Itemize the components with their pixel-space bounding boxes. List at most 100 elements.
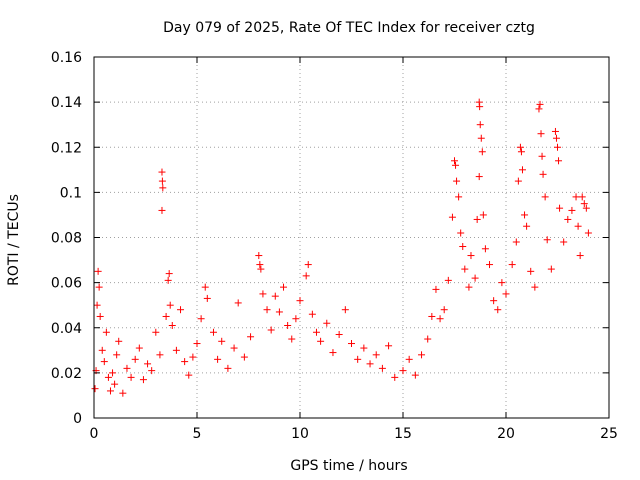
data-point [574,222,582,230]
grid-lines [94,57,609,418]
data-point [536,100,544,108]
x-tick-label: 0 [90,426,99,442]
data-point [234,299,242,307]
data-point [459,243,467,251]
data-point [185,371,193,379]
data-point [543,236,551,244]
data-point [308,310,316,318]
data-point [263,306,271,314]
data-point [490,297,498,305]
data-point [478,148,486,156]
data-point [378,364,386,372]
data-point [158,206,166,214]
data-point [444,276,452,284]
data-point [230,344,238,352]
data-point [538,152,546,160]
data-point [348,340,355,348]
data-point [411,371,419,379]
data-point [197,315,205,323]
data-point [296,297,304,305]
data-point [152,328,160,336]
data-point [240,353,248,361]
data-point [159,184,167,192]
data-point [139,376,147,384]
data-point [203,294,211,302]
axis-ticks [93,56,610,419]
data-point [94,267,102,275]
data-point [448,213,456,221]
data-point [453,177,461,185]
data-point [494,306,502,314]
data-point [514,177,522,185]
data-point [95,283,103,291]
data-point [189,353,197,361]
x-axis-label: GPS time / hours [290,458,407,474]
data-point [93,301,101,309]
data-point [111,380,119,388]
data-point [302,272,310,280]
data-point [521,211,529,219]
data-point [556,204,564,212]
data-point [551,127,559,135]
y-tick-label: 0.02 [51,366,82,382]
data-point [477,134,485,142]
data-point [554,143,561,151]
data-point [555,157,563,165]
data-point [158,168,166,176]
data-point [168,321,176,329]
data-point [461,265,469,273]
data-point [91,385,99,393]
data-point [115,337,123,345]
data-point [535,105,543,113]
data-point [502,290,510,298]
data-point [399,367,407,375]
data-point [564,215,572,223]
data-point [354,355,362,363]
data-point [131,355,139,363]
data-point [418,351,426,359]
y-tick-label: 0.16 [51,50,82,66]
data-point [341,306,349,314]
x-tick-label: 10 [291,426,309,442]
data-point [471,274,479,282]
data-point [360,344,368,352]
y-tick-label: 0.08 [51,231,82,247]
data-point [539,170,547,178]
data-point [560,238,568,246]
data-point [475,173,483,181]
data-point [109,369,117,377]
data-point [144,360,152,368]
data-point [127,373,135,381]
data-point [106,387,114,395]
data-point [181,358,189,366]
y-axis-label: ROTI / TECUs [6,194,22,286]
data-point [288,335,296,343]
data-point [568,206,576,214]
data-point [209,328,217,336]
y-tick-labels: 0 0.02 0.04 0.06 0.08 0.1 0.12 0.14 0.16 [51,50,82,427]
data-point [267,326,275,334]
data-point [257,265,265,273]
y-tick-label: 0.12 [51,140,82,156]
data-point [165,270,173,278]
y-tick-label: 0.04 [51,321,82,337]
data-point [436,315,444,323]
data-point [100,358,108,366]
data-point [457,229,465,237]
data-point [465,283,473,291]
data-point [224,364,232,372]
data-point [317,337,325,345]
data-point [476,121,484,129]
data-point [148,367,156,375]
data-point [119,389,127,397]
data-point [259,290,267,298]
data-point [428,312,436,320]
y-tick-label: 0.06 [51,276,82,292]
data-point [218,337,226,345]
data-point [517,148,525,156]
data-point [304,261,312,269]
data-point [452,161,460,169]
data-point [516,143,524,151]
data-point [172,346,180,354]
